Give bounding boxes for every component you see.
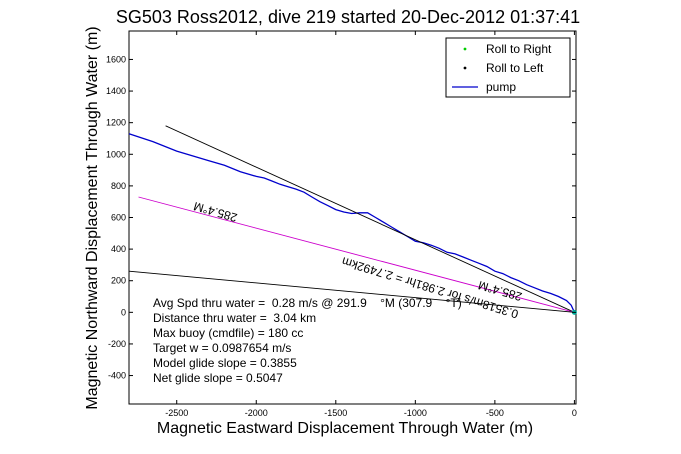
x-tick-label: -2000 <box>245 408 268 418</box>
y-tick-label: -400 <box>108 371 126 381</box>
y-tick-label: 200 <box>111 276 126 286</box>
legend: Roll to Right Roll to Left pump <box>445 37 571 98</box>
stat-line: Distance thru water = 3.04 km <box>153 311 316 325</box>
legend-label: Roll to Right <box>486 42 552 56</box>
x-tick-label: -2500 <box>165 408 188 418</box>
y-tick-label: 1600 <box>106 54 126 64</box>
x-axis: -2500 -2000 -1500 -1000 -500 0 <box>165 31 577 418</box>
y-tick-label: 800 <box>111 181 126 191</box>
series-line-2 <box>165 125 575 313</box>
stat-line: Model glide slope = 0.3855 <box>153 356 297 370</box>
y-tick-label: 1000 <box>106 149 126 159</box>
stat-line: Target w = 0.0987654 m/s <box>153 341 291 355</box>
legend-swatch <box>463 66 467 70</box>
y-tick-label: 1200 <box>106 118 126 128</box>
y-tick-label: 600 <box>111 213 126 223</box>
legend-swatch <box>463 47 467 51</box>
data-layer <box>128 125 577 315</box>
y-tick-label: 400 <box>111 244 126 254</box>
y-axis-label: Magnetic Northward Displacement Through … <box>84 26 101 409</box>
stat-line: Avg Spd thru water = 0.28 m/s @ 291.9 °M… <box>153 296 462 310</box>
x-tick-label: 0 <box>572 408 577 418</box>
legend-label: pump <box>486 80 516 94</box>
y-tick-label: 1400 <box>106 86 126 96</box>
series-line-3 <box>138 196 575 313</box>
legend-label: Roll to Left <box>486 61 544 75</box>
y-tick-label: -200 <box>108 339 126 349</box>
stat-line: Net glide slope = 0.5047 <box>153 371 283 385</box>
series-line-4 <box>128 270 575 313</box>
x-tick-label: -500 <box>486 408 504 418</box>
y-tick-label: 0 <box>121 307 126 317</box>
x-tick-label: -1000 <box>404 408 427 418</box>
y-axis: -400 -200 0 200 400 600 800 1000 1200 1400 1600 <box>106 54 576 381</box>
x-tick-label: -1500 <box>324 408 347 418</box>
stats-block: Avg Spd thru water = 0.28 m/s @ 291.9 °M… <box>153 296 462 385</box>
chart-title: SG503 Ross2012, dive 219 started 20-Dec-… <box>116 7 580 27</box>
series-pump-line <box>128 133 575 313</box>
stat-line: Max buoy (cmdfile) = 180 cc <box>153 326 303 340</box>
x-axis-label: Magnetic Eastward Displacement Through W… <box>157 420 533 437</box>
